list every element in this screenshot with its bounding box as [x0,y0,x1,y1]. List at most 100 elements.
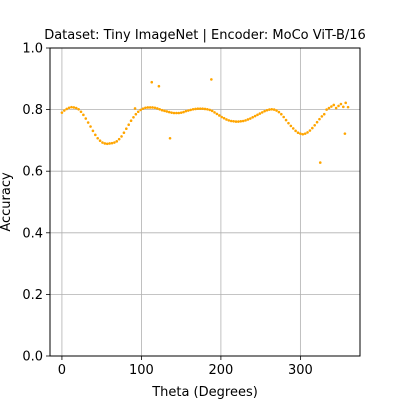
data-point [189,108,192,112]
data-point [105,142,109,146]
data-point [284,118,288,122]
data-point [306,131,309,134]
data-point [172,111,176,115]
data-point [218,114,221,117]
data-point [215,112,219,116]
plot-frame [49,47,361,357]
data-point [320,115,324,118]
data-point [334,106,338,110]
data-point [91,129,95,133]
data-point [322,112,326,116]
data-point [113,141,116,144]
data-point [330,105,333,108]
data-point [210,109,214,113]
data-point [303,132,307,135]
data-point [263,109,266,113]
data-point [160,108,164,112]
data-point [115,140,119,143]
data-point [63,109,66,112]
data-point [229,119,233,123]
data-point [311,126,314,130]
data-point [287,121,290,125]
data-point [343,132,347,135]
data-point [196,107,200,110]
data-point [120,135,123,138]
data-point [332,103,336,107]
data-point [198,107,202,110]
data-point [346,105,350,109]
data-point [79,110,83,114]
data-point [82,113,85,117]
data-point [251,116,254,119]
data-point [203,107,207,111]
data-point [89,125,92,128]
data-point [210,78,213,81]
data-point [294,129,297,133]
data-point [206,107,209,111]
data-point [234,120,238,123]
x-axis-ticks: 0 100 200 300 [58,356,313,378]
data-point [129,119,133,122]
data-point [213,111,216,114]
data-point [179,111,183,114]
data-point [201,107,204,110]
data-point [296,131,300,134]
data-point [98,139,102,143]
data-point [260,111,264,114]
data-point [253,114,257,118]
data-point [299,132,302,135]
data-point [244,119,247,122]
y-tick-label: 0.0 [22,350,43,365]
data-point [125,127,128,130]
data-point [60,111,64,114]
data-point [344,101,347,105]
data-point [222,116,226,120]
data-point [146,106,150,109]
y-tick-label: 0.2 [22,288,43,303]
data-point [246,118,250,121]
data-point [258,112,262,115]
data-point [133,107,137,110]
data-point [187,109,190,112]
data-point [177,111,181,115]
data-point [165,110,169,113]
x-tick-label: 0 [58,363,66,378]
data-point [249,117,252,120]
chart-title: Dataset: Tiny ImageNet | Encoder: MoCo V… [44,28,366,43]
y-tick-label: 1.0 [22,42,43,57]
data-point [101,141,104,144]
data-point [144,106,147,110]
data-point [275,109,278,112]
data-point [96,136,99,140]
data-point [153,106,157,110]
data-point [86,121,90,124]
data-point [74,106,78,110]
data-point [84,117,88,120]
data-point [170,111,173,114]
data-point [232,120,235,123]
data-point [256,113,259,117]
data-point [163,109,166,113]
data-point [156,107,159,110]
data-point [318,117,321,121]
data-point [313,124,316,127]
data-point [77,107,80,111]
data-point [220,115,223,119]
data-point [327,106,331,110]
data-point [117,137,121,141]
data-point [315,120,319,124]
data-point [72,106,76,109]
data-point [237,120,240,123]
data-point [227,119,231,122]
data-point [194,107,197,111]
data-point [167,110,171,114]
y-axis-label: Accuracy [0,172,14,232]
data-point [339,102,343,106]
data-point [94,133,97,137]
data-point [182,110,185,114]
data-point [225,118,228,121]
data-point [108,142,111,145]
data-point [282,115,285,119]
y-axis-ticks: 0.0 0.2 0.4 0.6 0.8 1.0 [22,42,50,365]
